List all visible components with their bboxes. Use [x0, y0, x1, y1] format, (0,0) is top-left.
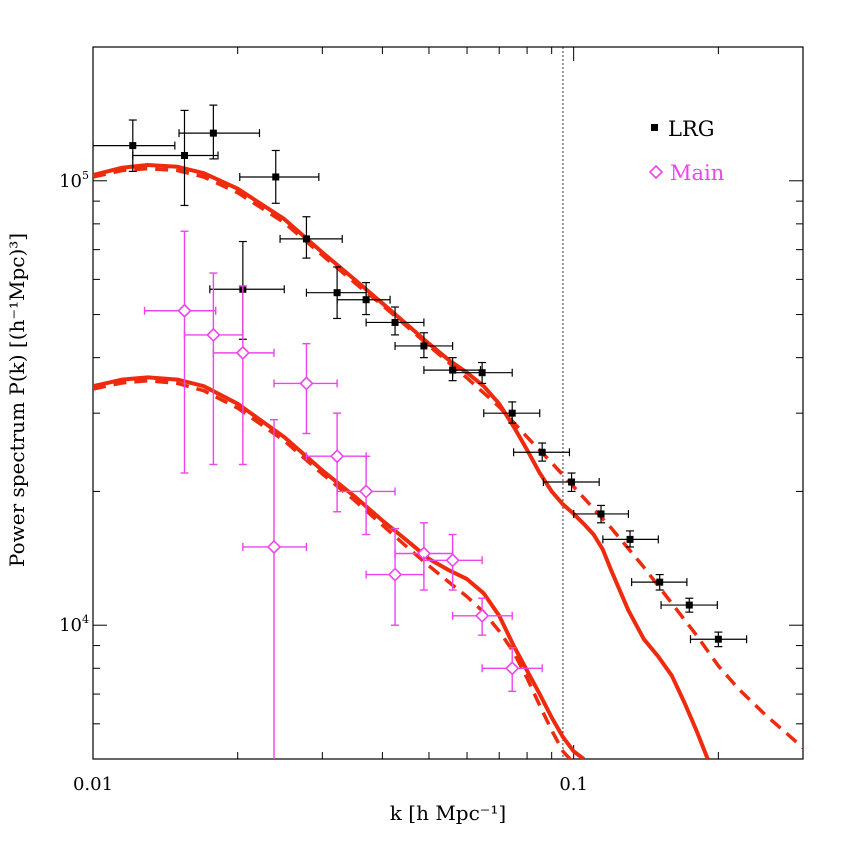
- lrg-marker: [714, 635, 722, 643]
- main-marker: [445, 553, 460, 568]
- main-point-11: [481, 647, 543, 693]
- data-points: [93, 104, 748, 759]
- y-tick-label-1e4: 104: [59, 613, 89, 636]
- lrg-point-16: [602, 530, 659, 548]
- lrg-point-14: [542, 472, 600, 493]
- legend-marker-main: [648, 164, 664, 180]
- main-marker: [474, 608, 490, 623]
- main-marker: [177, 303, 192, 318]
- lrg-marker: [362, 296, 370, 304]
- lrg-point-0: [93, 119, 176, 172]
- main-point-4: [273, 342, 338, 435]
- lrg-point-5: [279, 216, 343, 259]
- main-point-10: [451, 597, 513, 636]
- lrg-point-3: [209, 240, 285, 340]
- plot-frame: [92, 46, 804, 760]
- main-point-2: [212, 285, 275, 466]
- lrg-point-15: [573, 504, 630, 524]
- x-tick-label-0.1: 0.1: [559, 774, 588, 795]
- main-point-9: [423, 533, 483, 591]
- x-axis-title: k [h Mpc⁻¹]: [390, 801, 506, 825]
- main-point-6: [336, 455, 396, 536]
- axis-ticks: [92, 46, 803, 760]
- model-curve-dashed-3: [93, 378, 573, 759]
- lrg-marker: [180, 151, 188, 159]
- lrg-marker: [626, 535, 634, 543]
- legend-label-lrg: LRG: [668, 117, 715, 141]
- main-marker: [358, 484, 374, 499]
- main-marker: [266, 539, 282, 555]
- lrg-point-1: [132, 109, 219, 207]
- lrg-point-4: [239, 149, 320, 204]
- lrg-marker: [209, 129, 217, 137]
- lrg-point-13: [513, 442, 571, 462]
- model-curve-solid-2: [93, 375, 586, 759]
- lrg-marker: [568, 478, 576, 486]
- x-tick-label-0.01: 0.01: [73, 774, 113, 795]
- legend-marker-lrg: [651, 124, 658, 131]
- main-marker: [387, 567, 403, 582]
- model-curve-solid-0: [93, 163, 710, 759]
- lrg-point-17: [631, 573, 688, 591]
- lrg-marker: [656, 578, 664, 586]
- legend: LRG Main: [648, 117, 724, 185]
- model-curve-dashed-1: [93, 166, 803, 750]
- lrg-point-2: [178, 104, 261, 160]
- main-point-3: [242, 419, 308, 759]
- lrg-point-12: [483, 401, 541, 424]
- y-axis-title: Power spectrum P(k) [(h⁻¹Mpc)³]: [5, 233, 29, 567]
- lrg-marker: [538, 448, 546, 456]
- lrg-point-7: [336, 282, 391, 316]
- main-marker: [206, 327, 221, 343]
- main-marker: [329, 449, 345, 464]
- lrg-marker: [333, 289, 341, 297]
- main-point-0: [143, 230, 217, 474]
- lrg-marker: [597, 510, 605, 518]
- main-point-1: [183, 272, 244, 466]
- legend-label-main: Main: [670, 161, 724, 185]
- lrg-marker: [391, 318, 399, 326]
- lrg-point-11: [452, 361, 513, 385]
- lrg-marker: [272, 173, 280, 181]
- lrg-marker: [302, 235, 310, 243]
- lrg-marker: [508, 409, 516, 417]
- main-marker: [299, 376, 314, 391]
- lrg-marker: [420, 342, 428, 350]
- lrg-point-18: [660, 597, 718, 613]
- lrg-point-6: [305, 266, 367, 320]
- lrg-point-9: [394, 332, 454, 359]
- lrg-marker: [129, 142, 137, 150]
- lrg-point-19: [689, 631, 748, 648]
- lrg-marker: [478, 369, 486, 377]
- main-point-7: [365, 527, 425, 626]
- model-curves: [93, 163, 803, 759]
- lrg-marker: [685, 601, 693, 609]
- main-marker: [235, 345, 250, 361]
- main-marker: [505, 661, 520, 676]
- y-tick-label-1e5: 105: [59, 169, 89, 192]
- lrg-point-8: [365, 306, 425, 336]
